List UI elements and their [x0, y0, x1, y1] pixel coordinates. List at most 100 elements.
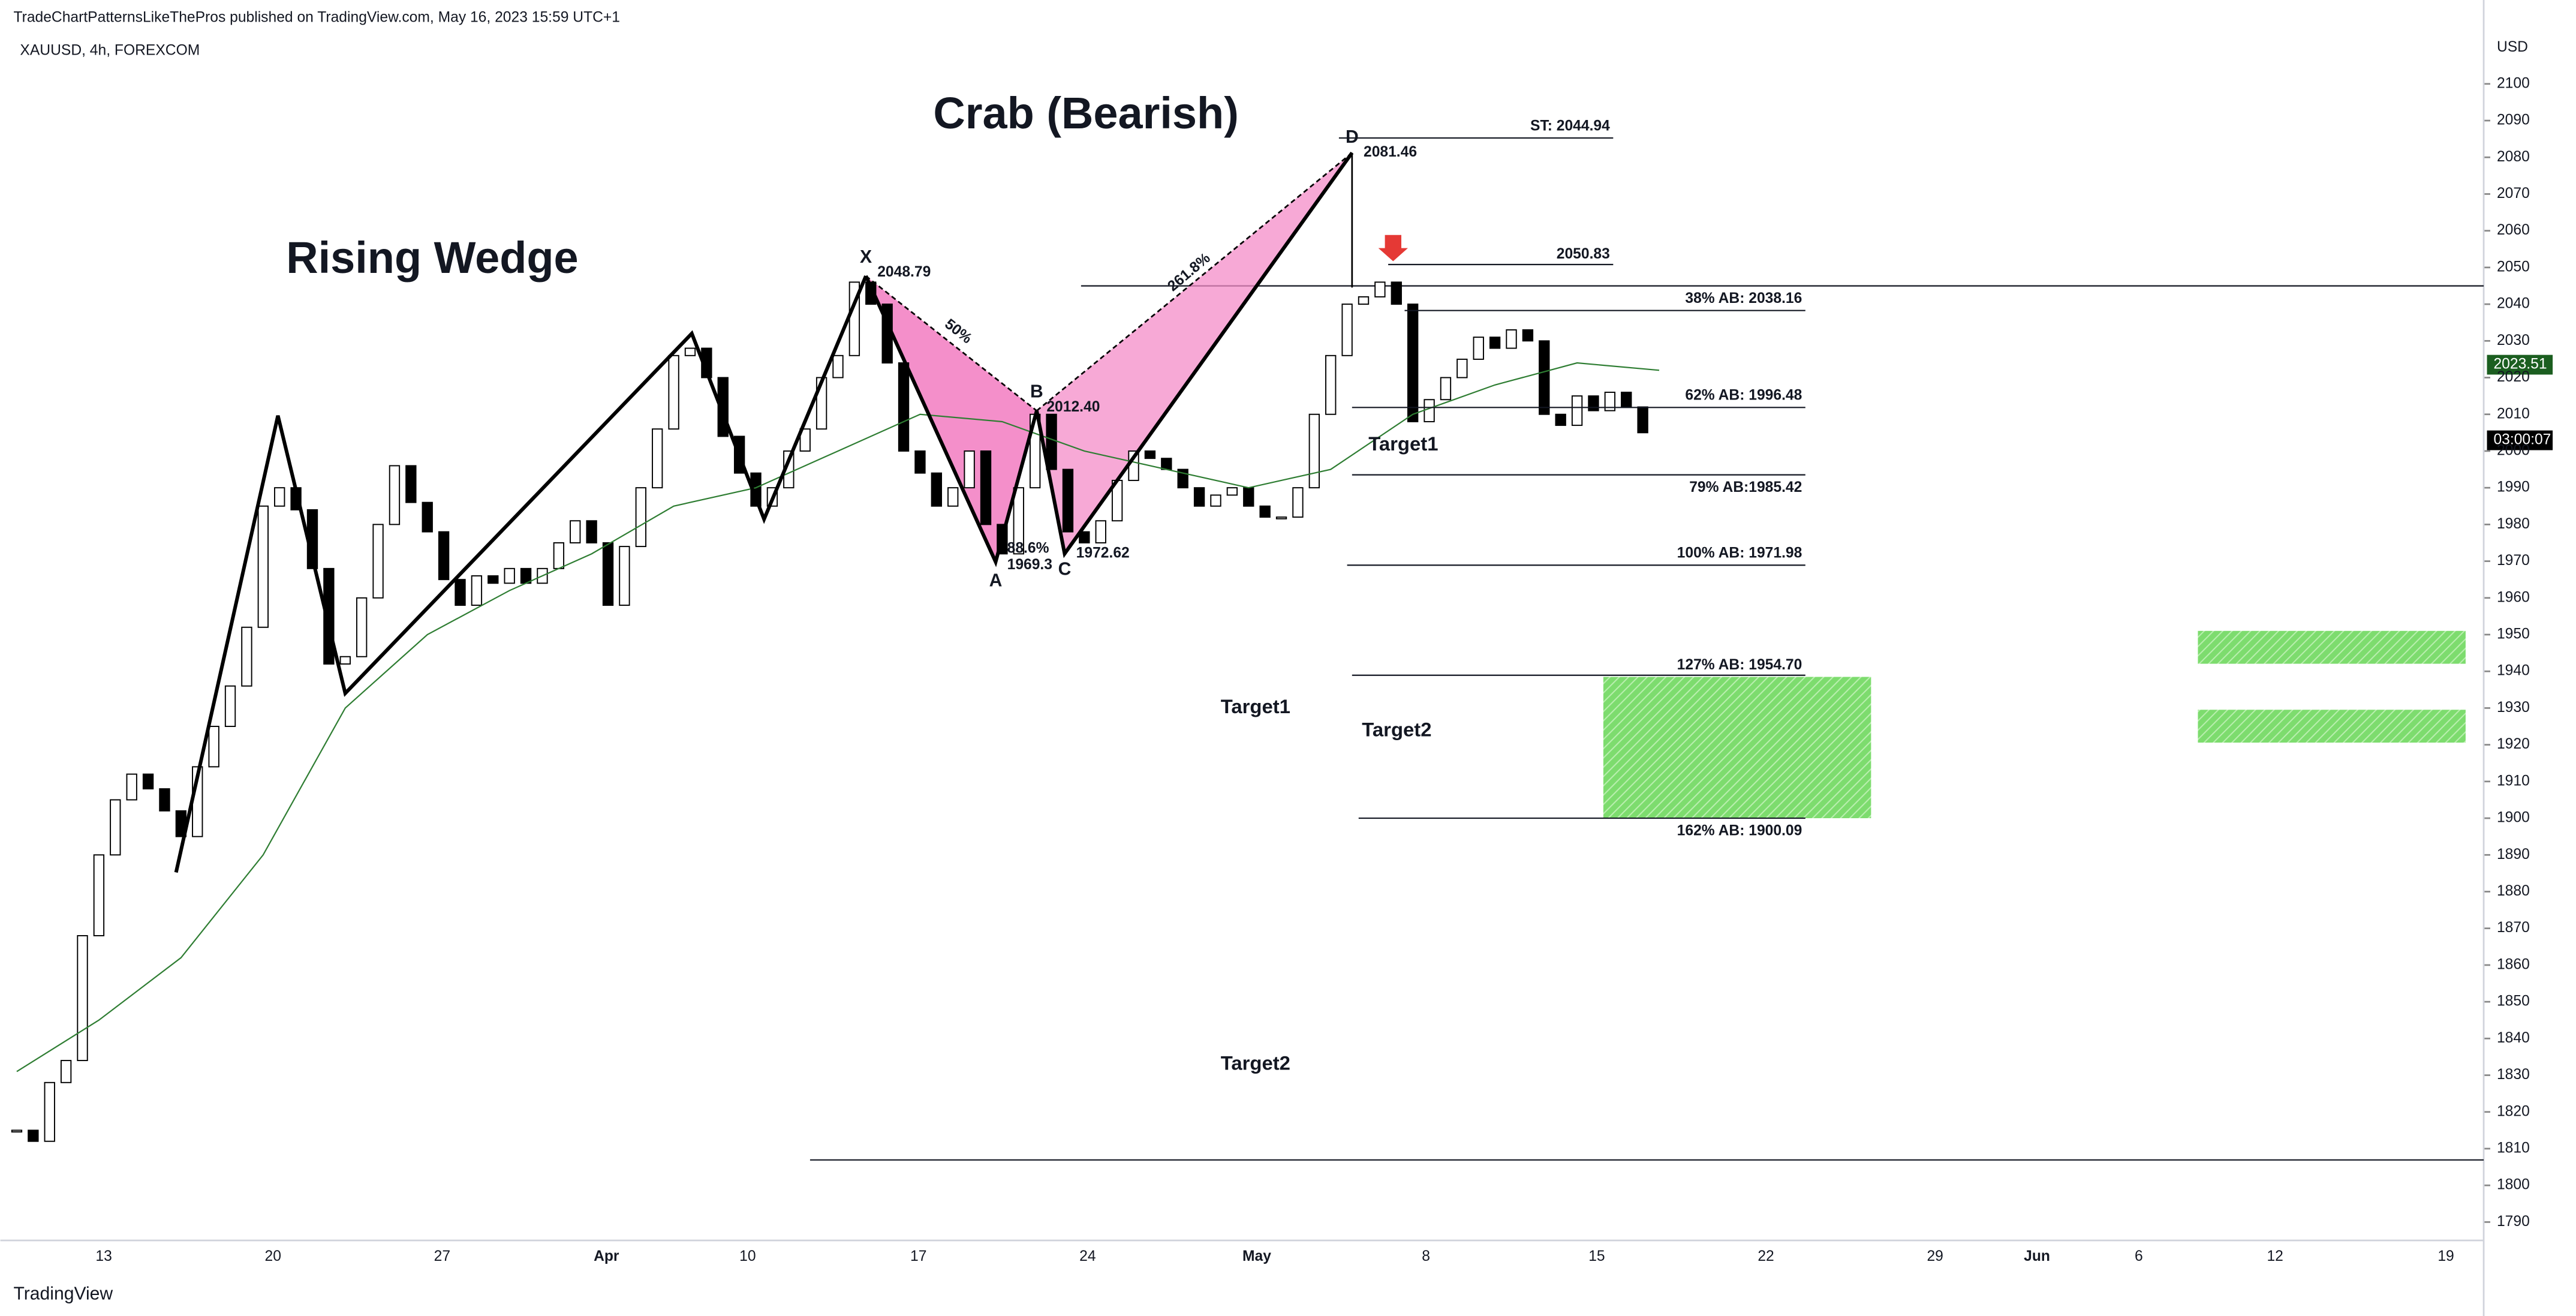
y-tick-label: 2060	[2497, 222, 2530, 238]
candle	[1539, 340, 1550, 415]
candle	[257, 505, 269, 628]
candle	[1489, 336, 1501, 349]
candle	[570, 520, 581, 543]
y-tick-label: 2020	[2497, 369, 2530, 385]
point-value: 2048.79	[877, 264, 931, 280]
target-zone	[2198, 630, 2466, 664]
candle	[11, 1129, 23, 1133]
candle	[241, 626, 252, 687]
candle	[964, 450, 975, 489]
pattern-label: Rising Wedge	[286, 233, 578, 283]
candle	[422, 501, 433, 533]
x-tick-label: May	[1242, 1248, 1271, 1264]
level-label: 100% AB: 1971.98	[1677, 545, 1802, 561]
x-tick-label: 10	[739, 1248, 756, 1264]
y-tick-label: 1830	[2497, 1066, 2530, 1083]
x-tick-label: 8	[1422, 1248, 1430, 1264]
candle	[77, 935, 88, 1062]
candle	[1604, 392, 1616, 411]
candle	[126, 773, 137, 801]
wedge-line	[174, 275, 868, 873]
y-tick-label: 1990	[2497, 479, 2530, 495]
candle	[1275, 516, 1287, 519]
candle	[438, 531, 450, 581]
candle	[947, 487, 959, 507]
x-tick-label: 24	[1079, 1248, 1096, 1264]
y-tick-label: 1890	[2497, 846, 2530, 863]
candle	[1341, 304, 1353, 356]
candle	[1210, 494, 1221, 507]
candle	[471, 575, 483, 606]
x-tick-label: 13	[95, 1248, 112, 1264]
candle	[652, 428, 663, 489]
candle	[1621, 392, 1632, 408]
level-label: ST: 2044.94	[1530, 118, 1610, 134]
point-value: 1972.62	[1076, 545, 1130, 561]
grid	[2484, 83, 2491, 1223]
candle	[44, 1081, 55, 1142]
y-tick-label: 1870	[2497, 920, 2530, 936]
candle	[832, 354, 844, 378]
ratio-label: 88.6%	[1007, 540, 1049, 556]
candle	[602, 542, 614, 606]
candle	[799, 428, 811, 452]
candle	[635, 487, 646, 548]
y-tick-label: 1810	[2497, 1140, 2530, 1156]
y-tick-label: 1900	[2497, 810, 2530, 826]
candle	[898, 362, 910, 452]
candle	[1571, 395, 1583, 426]
candle	[1325, 354, 1337, 415]
candle	[1440, 377, 1452, 401]
target-label: Target2	[1221, 1052, 1290, 1074]
x-tick-label: 20	[265, 1248, 281, 1264]
candle	[389, 465, 401, 525]
y-tick-label: 1880	[2497, 883, 2530, 899]
level-label: 127% AB: 1954.70	[1677, 657, 1802, 673]
y-tick-label: 1980	[2497, 516, 2530, 532]
x-tick-label: 27	[434, 1248, 450, 1264]
candle	[1292, 487, 1304, 518]
y-tick-label: 1790	[2497, 1213, 2530, 1230]
price-tag: 2023.51	[2493, 356, 2547, 372]
x-tick-label: Apr	[594, 1248, 619, 1264]
x-tick-label: 17	[910, 1248, 926, 1264]
candle	[1079, 531, 1090, 543]
y-tick-label: 1840	[2497, 1030, 2530, 1046]
candle	[405, 465, 417, 503]
candle	[1243, 487, 1254, 507]
point-label: B	[1030, 382, 1043, 402]
candle	[1226, 487, 1238, 496]
candle	[931, 472, 943, 507]
candle	[487, 575, 499, 584]
candle	[28, 1129, 39, 1142]
pattern-dashed	[865, 275, 1037, 411]
y-tick-label: 2070	[2497, 185, 2530, 202]
candle	[60, 1060, 72, 1083]
y-tick-label: 1960	[2497, 589, 2530, 605]
candle	[980, 450, 992, 525]
y-tick-label: 1950	[2497, 626, 2530, 642]
y-tick-label: 2050	[2497, 259, 2530, 275]
y-tick-label: 1930	[2497, 699, 2530, 716]
point-value: 1969.3	[1007, 557, 1052, 573]
candle	[668, 354, 679, 430]
candle	[356, 597, 368, 657]
candle	[1424, 399, 1435, 422]
x-tick-label: Jun	[2024, 1248, 2050, 1264]
point-label: C	[1058, 559, 1072, 579]
price-tag-bg	[2487, 354, 2553, 375]
y-tick-label: 1850	[2497, 993, 2530, 1009]
candle	[1407, 304, 1419, 422]
x-tick-label: 22	[1758, 1248, 1774, 1264]
y-tick-label: 2090	[2497, 112, 2530, 128]
candle	[93, 854, 105, 936]
y-tick-label: 2010	[2497, 405, 2530, 422]
candle	[1358, 296, 1370, 305]
candle	[274, 487, 285, 507]
countdown: 03:00:07	[2493, 432, 2551, 448]
candle	[619, 546, 630, 606]
target-label: Target2	[1362, 719, 1431, 741]
target-label: Target1	[1368, 432, 1438, 455]
candle	[1374, 281, 1386, 298]
